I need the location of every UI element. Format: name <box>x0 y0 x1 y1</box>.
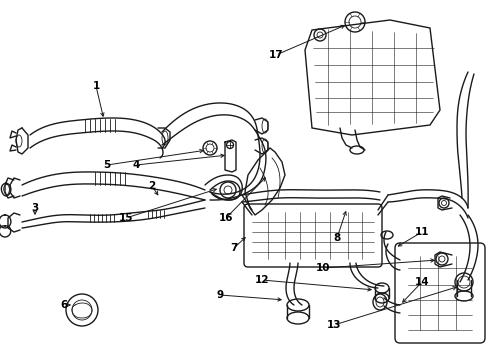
Text: 14: 14 <box>415 277 429 287</box>
Text: 15: 15 <box>119 213 133 223</box>
Text: 1: 1 <box>93 81 99 91</box>
Text: 10: 10 <box>316 263 330 273</box>
Text: 13: 13 <box>327 320 341 330</box>
Text: 2: 2 <box>148 181 156 191</box>
Text: 9: 9 <box>217 290 223 300</box>
Text: 3: 3 <box>31 203 39 213</box>
Text: 11: 11 <box>415 227 429 237</box>
Text: 16: 16 <box>219 213 233 223</box>
Text: 8: 8 <box>333 233 341 243</box>
Text: 4: 4 <box>132 160 140 170</box>
Text: 12: 12 <box>255 275 269 285</box>
Text: 17: 17 <box>269 50 283 60</box>
Text: 5: 5 <box>103 160 111 170</box>
Text: 7: 7 <box>230 243 238 253</box>
Text: 6: 6 <box>60 300 68 310</box>
